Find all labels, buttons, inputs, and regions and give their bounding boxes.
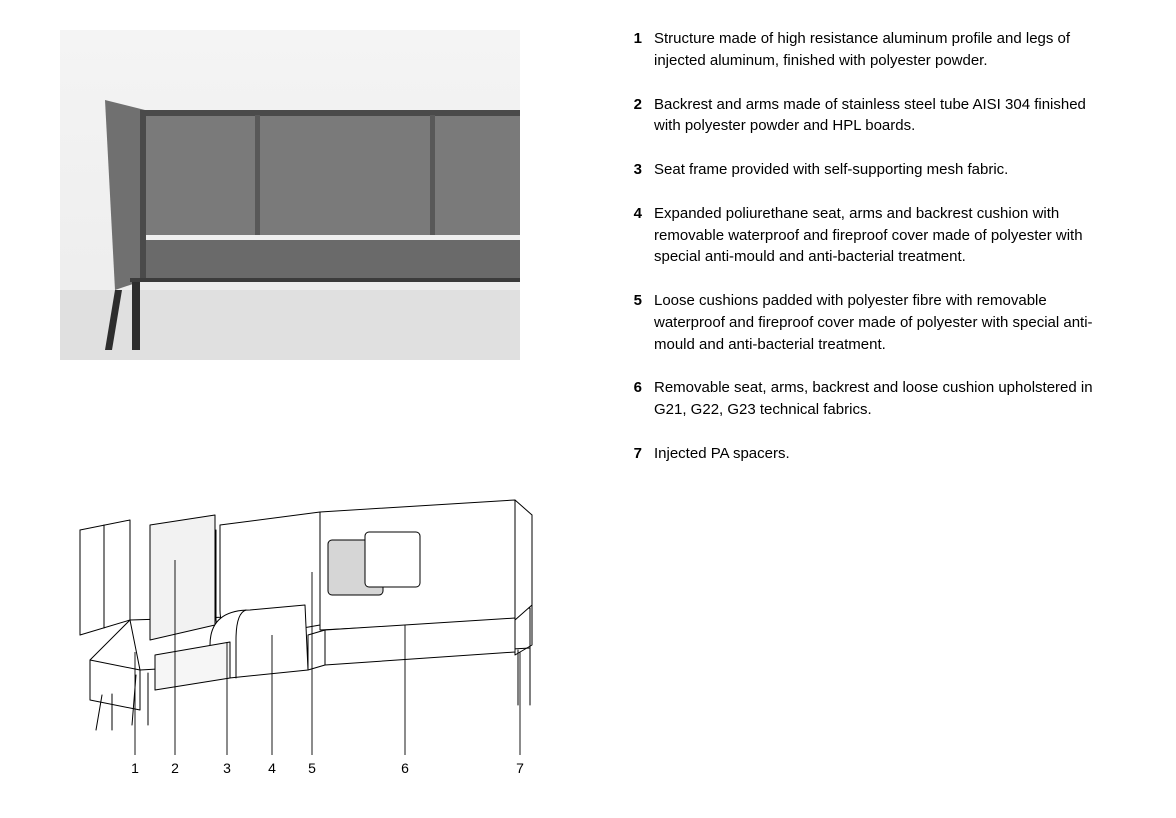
spec-item: 7Injected PA spacers. xyxy=(628,443,1116,465)
spec-item: 6Removable seat, arms, backrest and loos… xyxy=(628,377,1116,421)
spec-number: 3 xyxy=(628,159,654,181)
product-photo xyxy=(60,30,520,360)
page: 1234567 1Structure made of high resistan… xyxy=(0,0,1176,818)
callout-label: 1 xyxy=(127,760,143,776)
spec-number: 1 xyxy=(628,28,654,72)
callout-label: 4 xyxy=(264,760,280,776)
exploded-diagram: 1 2 3 4 5 6 7 xyxy=(60,430,560,780)
spec-text: Expanded poliurethane seat, arms and bac… xyxy=(654,203,1116,268)
callout-label: 5 xyxy=(304,760,320,776)
spec-list: 1Structure made of high resistance alumi… xyxy=(588,0,1176,818)
spec-number: 6 xyxy=(628,377,654,421)
callout-label: 2 xyxy=(167,760,183,776)
spec-number: 2 xyxy=(628,94,654,138)
spec-number: 5 xyxy=(628,290,654,355)
spec-text: Removable seat, arms, backrest and loose… xyxy=(654,377,1116,421)
spec-item: 3Seat frame provided with self-supportin… xyxy=(628,159,1116,181)
spec-text: Loose cushions padded with polyester fib… xyxy=(654,290,1116,355)
left-column: 1 2 3 4 5 6 7 xyxy=(0,0,588,818)
callout-label: 3 xyxy=(219,760,235,776)
spec-text: Structure made of high resistance alumin… xyxy=(654,28,1116,72)
spec-text: Backrest and arms made of stainless stee… xyxy=(654,94,1116,138)
spec-item: 5Loose cushions padded with polyester fi… xyxy=(628,290,1116,355)
spec-number: 7 xyxy=(628,443,654,465)
spec-item: 1Structure made of high resistance alumi… xyxy=(628,28,1116,72)
callout-label: 7 xyxy=(512,760,528,776)
spec-item: 2Backrest and arms made of stainless ste… xyxy=(628,94,1116,138)
spec-text: Seat frame provided with self-supporting… xyxy=(654,159,1116,181)
spec-number: 4 xyxy=(628,203,654,268)
callout-label: 6 xyxy=(397,760,413,776)
spec-text: Injected PA spacers. xyxy=(654,443,1116,465)
spec-item: 4Expanded poliurethane seat, arms and ba… xyxy=(628,203,1116,268)
